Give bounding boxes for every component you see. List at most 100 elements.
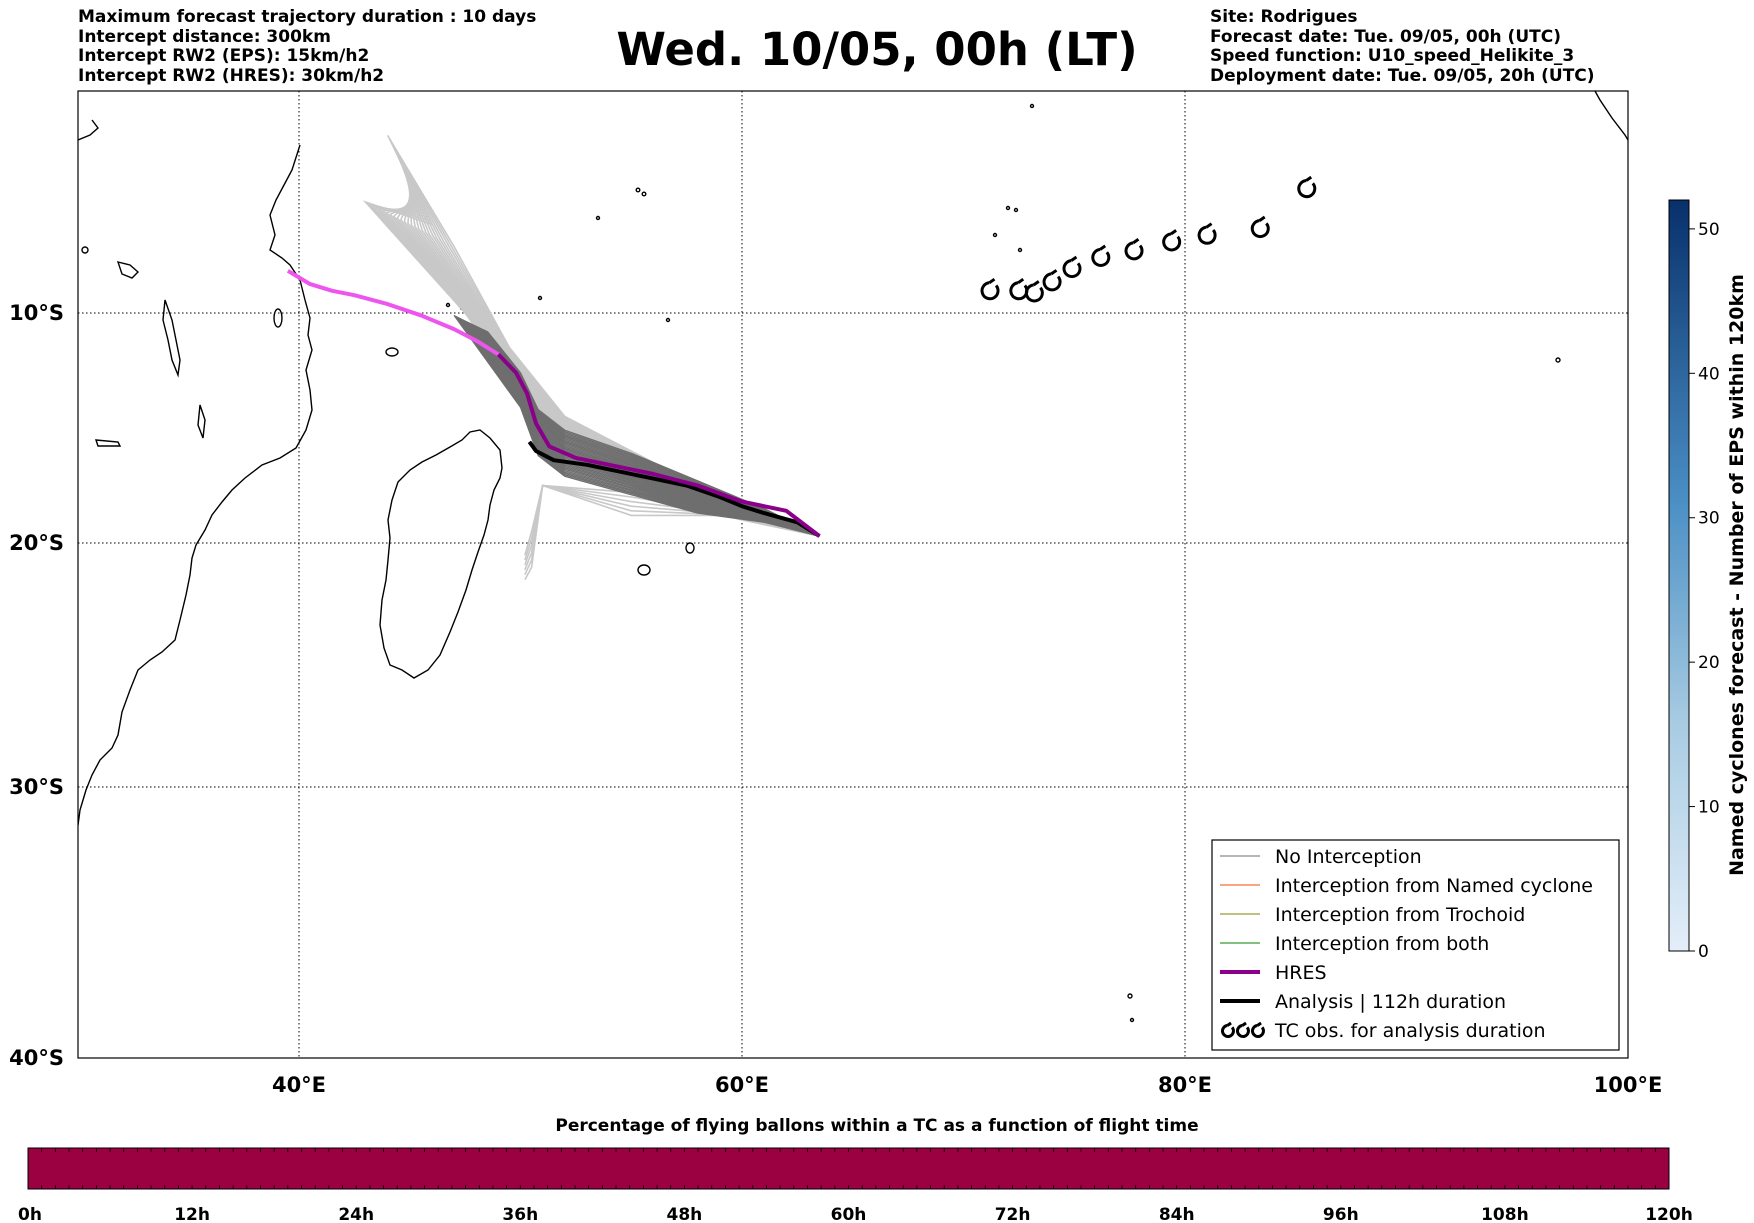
maldives-island bbox=[1029, 103, 1035, 109]
legend-label-tc-obs: TC obs. for analysis duration bbox=[1274, 1020, 1546, 1042]
mauritius-island bbox=[685, 542, 695, 554]
tc-obs-symbol bbox=[1297, 175, 1317, 199]
lon-label-40e: 40°E bbox=[272, 1073, 326, 1097]
legend-label-hres: HRES bbox=[1275, 962, 1327, 984]
island bbox=[1127, 993, 1133, 999]
eps-colorbar-tick-label: 50 bbox=[1698, 220, 1720, 240]
tc-obs-symbol bbox=[1251, 1021, 1265, 1038]
page-title: Wed. 10/05, 00h (LT) bbox=[616, 23, 1138, 76]
intercept-eps-text: Intercept RW2 (EPS): 15km/h2 bbox=[78, 46, 370, 66]
forecast-date-text: Forecast date: Tue. 09/05, 00h (UTC) bbox=[1210, 26, 1561, 47]
map-grid bbox=[78, 91, 1628, 1058]
africa-coastline bbox=[78, 144, 313, 826]
flight-time-tick-label: 24h bbox=[338, 1205, 374, 1223]
no-interception-trajectory bbox=[472, 324, 820, 537]
map-frame bbox=[77, 90, 1629, 1059]
tc-obs-symbol bbox=[1091, 244, 1111, 267]
eps-colorbar-tick-label: 30 bbox=[1698, 509, 1720, 529]
coastlines bbox=[78, 91, 1628, 1023]
lon-label-100e: 100°E bbox=[1594, 1073, 1663, 1097]
no-interception-trajectory bbox=[465, 320, 820, 537]
island bbox=[665, 317, 671, 323]
tc-obs-symbol bbox=[1250, 215, 1270, 239]
legend-frame bbox=[1211, 839, 1620, 1051]
flight-time-tick-label: 96h bbox=[1323, 1205, 1359, 1223]
tc-obs-symbol bbox=[1236, 1021, 1250, 1038]
madagascar-coastline bbox=[379, 429, 503, 679]
lat-label-30s: 30°S bbox=[9, 775, 64, 799]
arabian-coastline bbox=[78, 119, 99, 141]
axis-tick-labels: 40°E 60°E 80°E 100°E 10°S 20°S 30°S 40°S bbox=[9, 301, 1662, 1097]
speed-function-text: Speed function: U10_speed_Helikite_3 bbox=[1210, 46, 1575, 66]
seychelles-island bbox=[635, 187, 641, 193]
island bbox=[1017, 247, 1023, 253]
eps-colorbar-tick-label: 20 bbox=[1698, 653, 1720, 673]
seychelles-island bbox=[595, 215, 601, 221]
flight-time-tick-label: 60h bbox=[831, 1205, 867, 1223]
island bbox=[1555, 357, 1561, 363]
intercept-distance-text: Intercept distance: 300km bbox=[78, 26, 331, 47]
tc-obs-symbol bbox=[1221, 1021, 1235, 1038]
no-interception-trajectory bbox=[474, 325, 820, 537]
island bbox=[1013, 207, 1019, 213]
analysis-track bbox=[527, 440, 821, 538]
eps-colorbar-label: Named cyclones forecast - Number of EPS … bbox=[1726, 274, 1748, 876]
tc-observation-symbols bbox=[980, 175, 1317, 303]
tc-obs-symbol bbox=[1162, 229, 1182, 252]
eps-colorbar: 0 10 20 30 40 50 Named cyclones forecast - Nu… bbox=[1668, 199, 1748, 962]
island bbox=[537, 295, 543, 301]
eps-colorbar-tick-label: 0 bbox=[1698, 942, 1709, 962]
lon-label-80e: 80°E bbox=[1158, 1073, 1212, 1097]
lat-label-10s: 10°S bbox=[9, 301, 64, 325]
tc-obs-symbol bbox=[1197, 222, 1217, 245]
aldabra-island bbox=[445, 302, 451, 308]
no-interception-trajectory bbox=[476, 326, 820, 537]
comoros-island bbox=[385, 347, 399, 357]
reunion-island bbox=[637, 564, 651, 576]
no-interception-trajectory bbox=[466, 321, 820, 537]
no-interception-trajectory bbox=[471, 323, 820, 537]
flight-time-tick-label: 48h bbox=[667, 1205, 703, 1223]
eps-colorbar-ticks: 0 10 20 30 40 50 bbox=[1689, 220, 1720, 962]
legend-label-named-cyclone: Interception from Named cyclone bbox=[1275, 875, 1593, 897]
eps-colorbar-tick-label: 10 bbox=[1698, 798, 1720, 818]
no-interception-trajectory bbox=[468, 322, 820, 537]
flight-time-tick-label: 108h bbox=[1481, 1205, 1529, 1223]
flight-time-colorbar-fill bbox=[27, 1147, 1670, 1190]
flight-time-tick-label: 0h bbox=[18, 1205, 42, 1223]
tc-obs-symbol bbox=[1024, 280, 1044, 303]
flight-time-tick-label: 12h bbox=[174, 1205, 210, 1223]
no-interception-trajectory bbox=[469, 322, 820, 537]
hres-track bbox=[496, 353, 821, 538]
lake-malawi bbox=[197, 404, 206, 439]
tc-obs-symbol bbox=[1062, 255, 1082, 279]
eps-colorbar-fill bbox=[1668, 199, 1690, 952]
flight-time-tick-label: 120h bbox=[1645, 1205, 1693, 1223]
flight-time-tick-label: 72h bbox=[995, 1205, 1031, 1223]
deployment-date-text: Deployment date: Tue. 09/05, 20h (UTC) bbox=[1210, 65, 1595, 86]
island bbox=[1005, 205, 1011, 211]
zanzibar-island bbox=[273, 308, 283, 328]
island bbox=[992, 232, 998, 238]
island bbox=[1129, 1017, 1135, 1023]
no-interception-trajectory bbox=[453, 314, 820, 537]
no-interception-trajectory bbox=[467, 321, 820, 537]
lake-turkana bbox=[81, 246, 89, 254]
legend-label-no-interception: No Interception bbox=[1275, 846, 1422, 868]
hres-track-pre-deployment bbox=[286, 269, 500, 357]
no-interception-trajectory bbox=[464, 320, 820, 537]
tc-obs-symbol bbox=[1009, 277, 1029, 301]
lake-small bbox=[94, 439, 122, 447]
flight-time-colorbar-ticks: 0h 12h 24h 36h 48h 60h 72h 84h 96h 108h 120h bbox=[18, 1148, 1693, 1223]
lat-label-40s: 40°S bbox=[9, 1046, 64, 1070]
intercept-hres-text: Intercept RW2 (HRES): 30km/h2 bbox=[78, 65, 385, 86]
legend-label-both: Interception from both bbox=[1275, 933, 1489, 955]
tc-obs-symbol bbox=[1042, 269, 1062, 292]
legend-label-trochoid: Interception from Trochoid bbox=[1275, 904, 1525, 926]
lon-label-60e: 60°E bbox=[715, 1073, 769, 1097]
no-interception-trajectory bbox=[473, 324, 820, 537]
lake-tanganyika bbox=[162, 299, 181, 378]
lake-victoria bbox=[116, 261, 140, 279]
site-text: Site: Rodrigues bbox=[1210, 7, 1358, 27]
